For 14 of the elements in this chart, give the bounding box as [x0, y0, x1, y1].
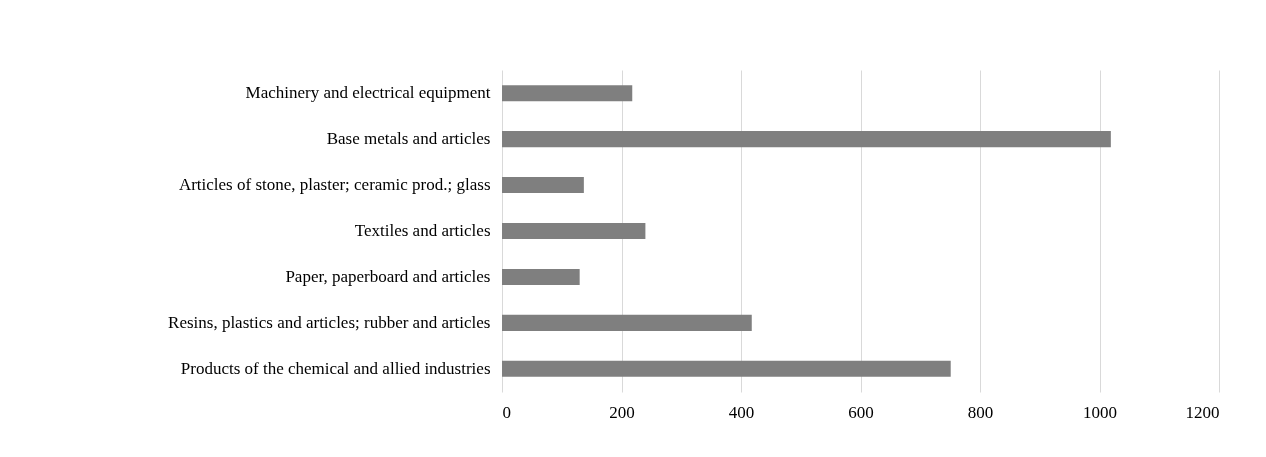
y-tick-label: Resins, plastics and articles; rubber and articles	[168, 312, 491, 332]
x-tick-label: 0	[502, 402, 511, 422]
y-tick-label: Machinery and electrical equipment	[245, 83, 491, 103]
y-tick-label: Textiles and articles	[354, 221, 491, 240]
x-tick-label: 200	[609, 402, 635, 422]
x-tick-label: 1200	[1185, 402, 1220, 422]
x-tick-label: 800	[967, 402, 994, 422]
x-tick-label: 1000	[1083, 402, 1117, 422]
y-tick-label: Base metals and articles	[326, 129, 491, 149]
y-tick-label: Paper, paperboard and articles	[285, 266, 491, 286]
y-tick-label: Articles of stone, plaster; ceramic prod.; glass	[178, 175, 491, 195]
x-tick-label: 600	[848, 402, 874, 422]
y-tick-label: Products of the chemical and allied industries	[180, 358, 491, 378]
x-tick-label: 400	[728, 402, 755, 422]
